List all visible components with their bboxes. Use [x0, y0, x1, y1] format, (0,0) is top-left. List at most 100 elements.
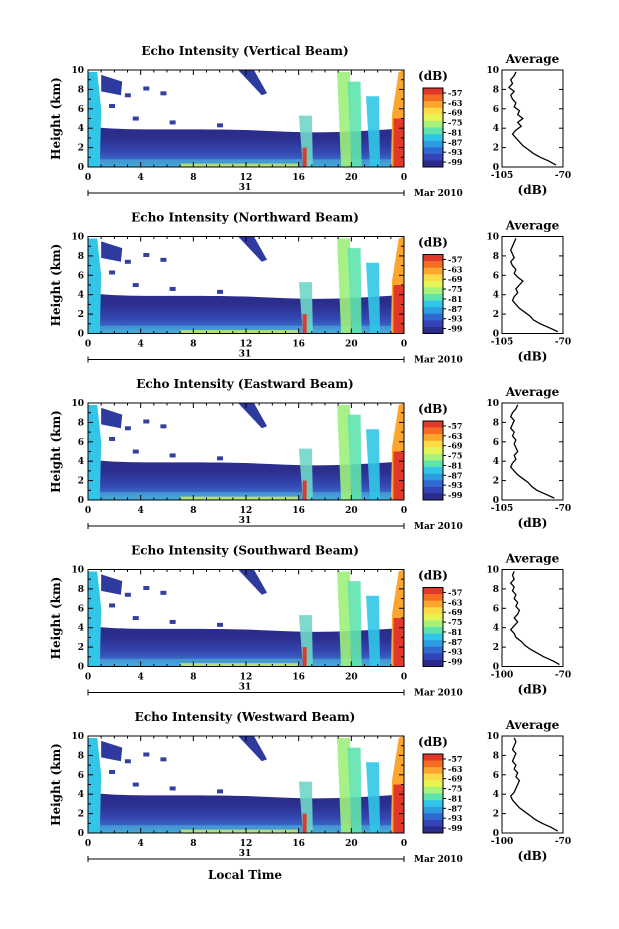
echo-plume: [337, 238, 352, 334]
x-tick-label: 4: [138, 673, 144, 683]
echo-speck: [160, 257, 167, 262]
y-tick-label: 10: [71, 399, 84, 409]
average-x-tick-label: -105: [491, 504, 514, 514]
colorbar-tick-label: -81: [448, 627, 462, 637]
x-tick-label: 8: [190, 506, 196, 516]
colorbar-swatch: [423, 447, 443, 455]
echo-plume: [366, 429, 381, 500]
colorbar-tick-label: -99: [448, 157, 463, 167]
average-y-tick-label: 0: [493, 496, 499, 506]
echo-speck: [160, 424, 167, 429]
echo-speck: [143, 86, 150, 91]
colorbar-unit: (dB): [418, 236, 448, 250]
colorbar-swatch: [423, 427, 443, 435]
colorbar-tick-label: -63: [448, 431, 463, 441]
average-y-tick-label: 4: [493, 457, 499, 467]
colorbar-swatch: [423, 786, 443, 794]
colorbar-swatch: [423, 493, 443, 501]
colorbar-swatch: [423, 760, 443, 768]
colorbar-swatch: [423, 160, 443, 168]
echo-speck: [169, 619, 176, 624]
colorbar-tick-label: -87: [448, 470, 462, 480]
panel-title: Echo Intensity (Vertical Beam): [141, 44, 348, 58]
colorbar-tick-label: -57: [448, 587, 462, 597]
echo-speck: [109, 270, 116, 275]
echo-early-upper: [101, 407, 123, 429]
colorbar-swatch: [423, 421, 443, 428]
y-tick-label: 8: [78, 252, 84, 262]
colorbar-swatch: [423, 600, 443, 608]
echo-plume: [347, 747, 362, 833]
average-line: [509, 737, 559, 832]
average-x-label: (dB): [518, 849, 548, 863]
average-line: [509, 238, 559, 333]
x-tick-label: 20: [345, 173, 358, 183]
x-tick-label: 8: [190, 839, 196, 849]
x-tick-label: 0: [401, 839, 407, 849]
colorbar: (dB)-57-63-69-75-81-87-93-99: [418, 735, 463, 834]
colorbar-tick-label: -75: [448, 118, 462, 128]
colorbar-tick-label: -99: [448, 324, 463, 334]
colorbar-swatch: [423, 594, 443, 601]
colorbar-tick-label: -81: [448, 460, 462, 470]
y-tick-label: 0: [78, 829, 84, 839]
y-tick-label: 6: [78, 105, 84, 115]
y-tick-label: 0: [78, 663, 84, 673]
average-frame: [501, 236, 564, 334]
echo-early-column: [88, 238, 102, 334]
echo-early-upper: [101, 574, 123, 595]
x-tick-label: 4: [138, 340, 144, 350]
x-tick-label: 12: [240, 506, 253, 516]
colorbar-swatch: [423, 473, 443, 481]
x-tick-label: 0: [401, 506, 407, 516]
heatmap: [88, 236, 404, 334]
panel-title: Echo Intensity (Southward Beam): [131, 544, 359, 558]
colorbar-swatch: [423, 467, 443, 474]
x-tick-label: 20: [345, 340, 358, 350]
echo-plume: [298, 115, 313, 167]
y-tick-label: 4: [78, 124, 84, 134]
echo-surface-strong: [180, 829, 299, 833]
colorbar-tick-label: -87: [448, 304, 462, 314]
average-x-tick-label: -100: [491, 837, 514, 847]
heatmap: [88, 569, 404, 667]
colorbar-tick-label: -93: [448, 480, 463, 490]
echo-early-column: [88, 71, 102, 167]
y-tick-label: 0: [78, 163, 84, 173]
colorbar-swatch: [423, 134, 443, 141]
y-tick-label: 10: [71, 66, 84, 76]
average-y-tick-label: 0: [493, 163, 499, 173]
colorbar-tick-label: -81: [448, 127, 462, 137]
colorbar-swatch: [423, 300, 443, 308]
colorbar-swatch: [423, 793, 443, 801]
echo-speck: [132, 616, 139, 621]
x-tick-label: 12: [240, 839, 253, 849]
colorbar: (dB)-57-63-69-75-81-87-93-99: [418, 402, 463, 501]
colorbar-swatch: [423, 94, 443, 102]
average-x-tick-label: -70: [555, 171, 571, 181]
colorbar-swatch: [423, 274, 443, 282]
echo-speck: [169, 786, 176, 791]
colorbar-swatch: [423, 646, 443, 654]
echo-plume: [366, 262, 381, 334]
x-tick-label: 20: [345, 673, 358, 683]
x-tick-label: 16: [292, 673, 305, 683]
y-axis-label: Height (km): [49, 410, 63, 493]
average-y-tick-label: 6: [493, 271, 499, 281]
average-x-tick-label: -100: [491, 671, 514, 681]
echo-plume: [347, 248, 362, 334]
average-y-tick-label: 6: [493, 105, 499, 115]
echo-speck: [109, 769, 116, 774]
average-x-tick-label: -70: [555, 671, 571, 681]
average-y-tick-label: 10: [486, 566, 499, 576]
colorbar-swatch: [423, 320, 443, 328]
average-frame: [501, 735, 564, 834]
x-tick-label: 12: [240, 340, 253, 350]
echo-surface-strong: [180, 663, 299, 667]
echo-plume: [347, 414, 362, 500]
average-y-tick-label: 8: [493, 751, 499, 761]
x-tick-label: 16: [292, 173, 305, 183]
colorbar-tick-label: -75: [448, 451, 462, 461]
average-x-tick-label: -105: [491, 171, 514, 181]
echo-surface-strong: [180, 330, 299, 334]
